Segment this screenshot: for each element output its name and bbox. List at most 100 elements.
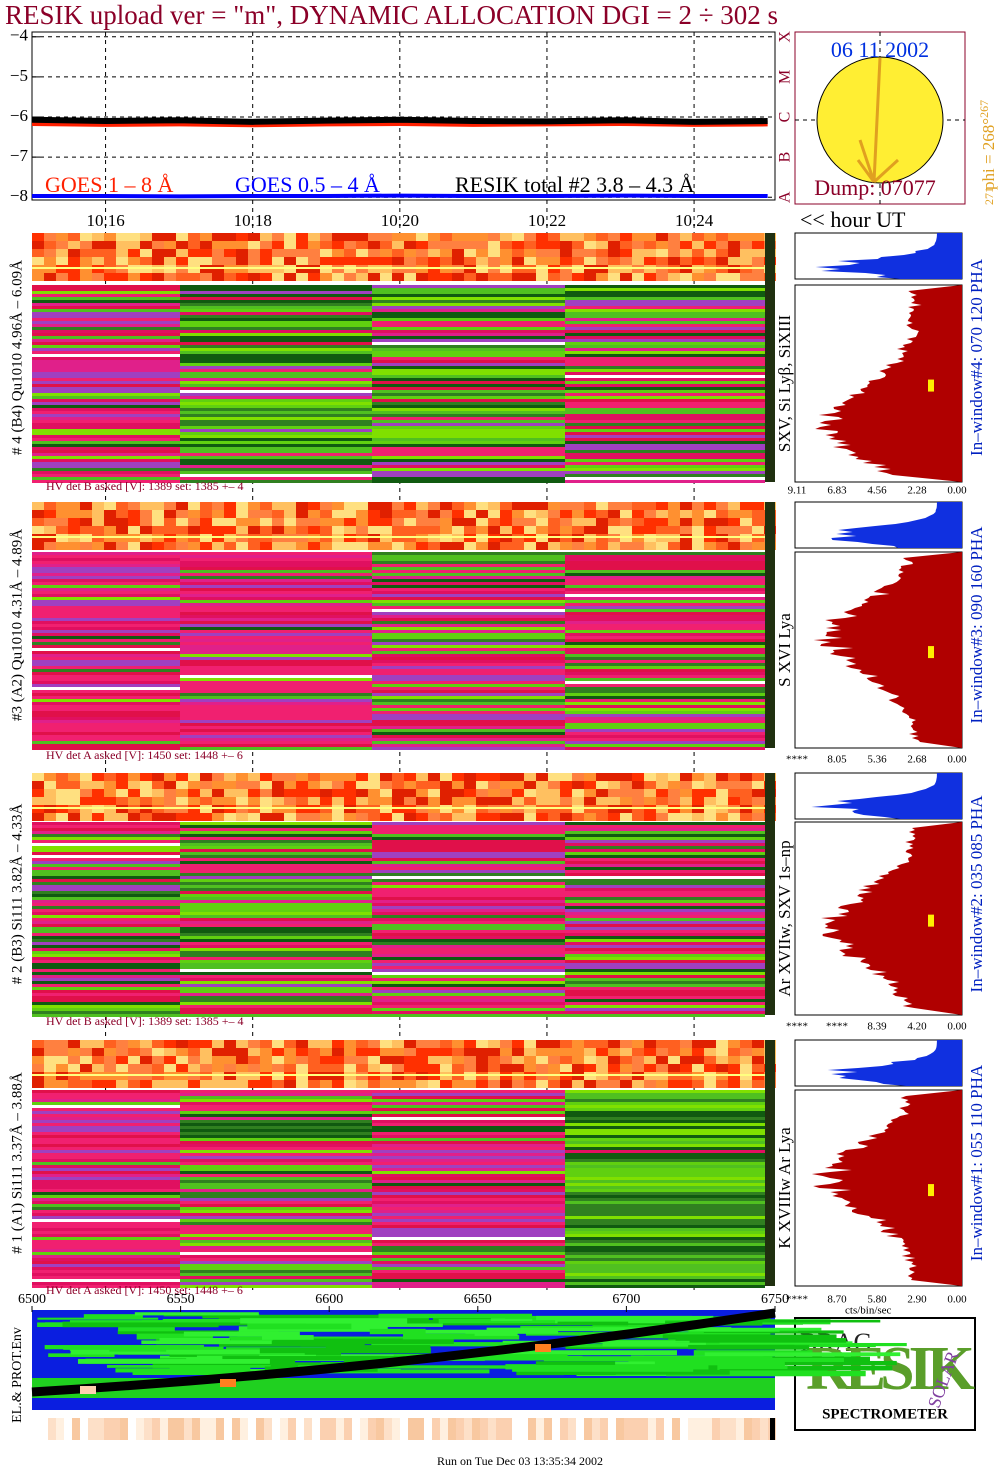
raster-cell bbox=[668, 1048, 680, 1056]
raster-stripe bbox=[372, 1204, 565, 1207]
raster-stripe bbox=[32, 1285, 180, 1288]
raster-cell bbox=[620, 789, 632, 797]
raster-stripe bbox=[565, 447, 765, 450]
env-stripe bbox=[305, 1323, 443, 1327]
raster-stripe bbox=[372, 1120, 565, 1123]
raster-stripe bbox=[372, 351, 565, 354]
raster-cell bbox=[344, 249, 356, 257]
raster-stripe bbox=[180, 594, 372, 597]
raster-cell bbox=[116, 249, 128, 257]
raster-cell bbox=[452, 233, 464, 241]
raster-stripe bbox=[565, 630, 765, 633]
hist-tick-label: 0.00 bbox=[947, 1294, 967, 1306]
raster-cell bbox=[224, 257, 236, 265]
raster-cell bbox=[560, 502, 572, 510]
raster-stripe bbox=[32, 906, 180, 909]
raster-cell bbox=[620, 813, 632, 821]
raster-cell bbox=[452, 1040, 464, 1048]
raster-cell bbox=[332, 1080, 344, 1088]
raster-cell bbox=[404, 1064, 416, 1072]
raster-cell bbox=[656, 510, 668, 518]
raster-cell bbox=[464, 273, 476, 281]
raster-stripe bbox=[32, 1183, 180, 1186]
raster-stripe bbox=[180, 423, 372, 426]
raster-cell bbox=[728, 249, 740, 257]
raster-cell bbox=[536, 1048, 548, 1056]
raster-cell bbox=[404, 542, 416, 550]
raster-cell bbox=[668, 789, 680, 797]
raster-stripe bbox=[565, 1234, 765, 1237]
raster-cell bbox=[716, 1064, 728, 1072]
raster-stripe bbox=[565, 909, 765, 912]
raster-cell bbox=[428, 1080, 440, 1088]
raster-cell bbox=[476, 257, 488, 265]
raster-stripe bbox=[372, 1108, 565, 1111]
raster-stripe bbox=[32, 1147, 180, 1150]
raster-stripe bbox=[32, 678, 180, 681]
raster-cell bbox=[164, 797, 176, 805]
raster-stripe bbox=[372, 615, 565, 618]
raster-cell bbox=[176, 502, 188, 510]
raster-stripe bbox=[32, 441, 180, 444]
raster-cell bbox=[56, 502, 68, 510]
raster-cell bbox=[548, 233, 560, 241]
env-stripe bbox=[274, 1354, 506, 1357]
raster-cell bbox=[92, 526, 104, 534]
raster-stripe bbox=[565, 1111, 765, 1114]
env-stripe bbox=[115, 1368, 247, 1373]
raster-stripe bbox=[32, 312, 180, 315]
raster-cell bbox=[632, 789, 644, 797]
raster-stripe bbox=[32, 591, 180, 594]
raster-stripe bbox=[32, 309, 180, 312]
raster-stripe bbox=[565, 921, 765, 924]
raster-stripe bbox=[32, 705, 180, 708]
raster-stripe bbox=[372, 1150, 565, 1153]
raster-cell bbox=[200, 257, 212, 265]
raster-cell bbox=[692, 789, 704, 797]
raster-cell bbox=[32, 1056, 44, 1064]
raster-stripe bbox=[372, 651, 565, 654]
raster-stripe bbox=[180, 387, 372, 390]
raster-cell bbox=[428, 249, 440, 257]
raster-cell bbox=[752, 789, 764, 797]
raster-stripe bbox=[32, 414, 180, 417]
raster-cell bbox=[740, 1048, 752, 1056]
raster-cell bbox=[56, 781, 68, 789]
env-stripe bbox=[240, 1318, 408, 1324]
raster-cell bbox=[116, 797, 128, 805]
raster-cell bbox=[524, 249, 536, 257]
raster-cell bbox=[320, 257, 332, 265]
env-stripe bbox=[218, 1314, 429, 1321]
raster-stripe bbox=[372, 648, 565, 651]
raster-cell bbox=[56, 773, 68, 781]
raster-cell bbox=[752, 813, 764, 821]
raster-cell bbox=[704, 241, 716, 249]
raster-stripe bbox=[372, 1270, 565, 1273]
raster-stripe bbox=[32, 618, 180, 621]
raster-stripe bbox=[372, 303, 565, 306]
raster-cell bbox=[128, 789, 140, 797]
raster-stripe bbox=[180, 1228, 372, 1231]
raster-cell bbox=[200, 241, 212, 249]
raster-cell bbox=[128, 257, 140, 265]
raster-stripe bbox=[372, 1114, 565, 1117]
strip-cell bbox=[504, 1418, 512, 1440]
raster-cell bbox=[584, 1056, 596, 1064]
raster-cell bbox=[704, 1048, 716, 1056]
raster-stripe bbox=[180, 954, 372, 957]
raster-stripe bbox=[32, 846, 180, 849]
strip-cell bbox=[424, 1418, 432, 1440]
raster-cell bbox=[500, 1040, 512, 1048]
channel-tick-label: 6500 bbox=[18, 1292, 46, 1307]
raster-cell bbox=[572, 510, 584, 518]
raster-cell bbox=[32, 1064, 44, 1072]
raster-stripe bbox=[565, 285, 765, 288]
raster-cell bbox=[56, 241, 68, 249]
raster-cell bbox=[596, 526, 608, 534]
raster-stripe bbox=[180, 1264, 372, 1267]
raster-cell bbox=[752, 1056, 764, 1064]
raster-cell bbox=[560, 518, 572, 526]
raster-cell bbox=[380, 1056, 392, 1064]
panel-label: #3 (A2) Qu1010 4.31Å – 4.89Å bbox=[9, 529, 25, 721]
raster-cell bbox=[68, 789, 80, 797]
